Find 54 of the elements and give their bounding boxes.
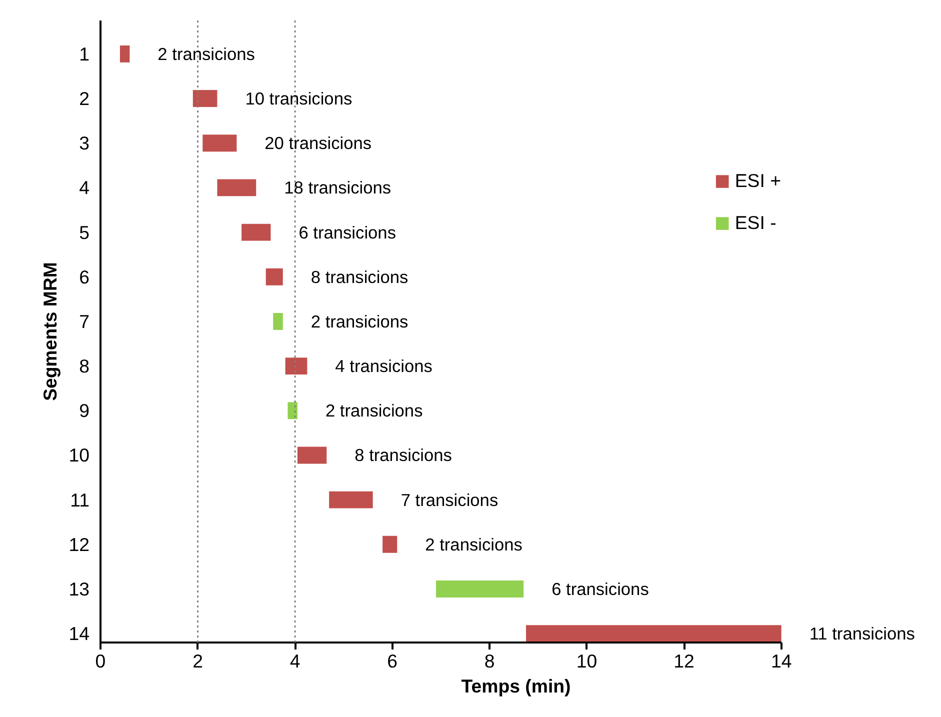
annotation: 6 transicions xyxy=(298,222,396,242)
bar xyxy=(192,90,218,107)
bar xyxy=(288,402,298,420)
annotation: 6 transicions xyxy=(552,578,650,599)
x-tick-label: 0 xyxy=(95,650,106,672)
bar xyxy=(242,224,271,241)
bar xyxy=(329,491,373,508)
annotation: 2 transicions xyxy=(425,534,523,554)
annotation: 7 transicions xyxy=(400,490,498,510)
y-tick-label: 5 xyxy=(79,222,90,243)
y-tick-label: 6 xyxy=(79,266,90,288)
annotation: 18 transicions xyxy=(284,178,392,198)
x-tick-label: 4 xyxy=(290,650,300,672)
bar xyxy=(285,358,308,375)
annotation: 4 transicions xyxy=(335,356,433,376)
annotation: 2 transicions xyxy=(310,311,408,332)
bar xyxy=(120,45,130,62)
y-tick-label: 1 xyxy=(79,43,90,64)
y-tick-label: 10 xyxy=(68,444,90,466)
annotation: 10 transicions xyxy=(245,88,352,109)
annotation: 8 transicions xyxy=(354,445,452,466)
annotation: 20 transicions xyxy=(264,133,372,154)
y-tick-label: 9 xyxy=(79,400,90,422)
annotation: 2 transicions xyxy=(325,400,424,421)
bar xyxy=(297,446,327,464)
y-axis-title: Segments MRM xyxy=(40,262,61,401)
text: 11 transicions xyxy=(809,624,916,644)
x-tick-label: 8 xyxy=(484,650,495,672)
bar xyxy=(202,134,237,152)
y-tick-label: 2 xyxy=(79,88,90,110)
bar xyxy=(217,179,256,196)
y-tick-label: 8 xyxy=(79,356,90,377)
bar xyxy=(273,312,283,330)
legend-label: ESI + xyxy=(734,170,781,192)
legend-label: ESI - xyxy=(734,212,776,234)
y-tick-label: 4 xyxy=(79,177,90,198)
x-tick-label: 14 xyxy=(770,650,792,672)
bar xyxy=(526,625,782,642)
y-tick-label: 14 xyxy=(68,623,90,644)
y-tick-label: 12 xyxy=(68,534,90,555)
x-tick-label: 6 xyxy=(387,650,398,672)
bar xyxy=(382,536,398,553)
x-tick-label: 12 xyxy=(674,650,694,672)
bar xyxy=(436,580,524,598)
y-tick-label: 11 xyxy=(70,489,90,510)
x-tick-label: 10 xyxy=(576,650,598,672)
y-tick-label: 3 xyxy=(79,132,90,154)
y-tick-label: 7 xyxy=(79,310,90,332)
bar xyxy=(266,268,283,286)
x-tick-label: 2 xyxy=(192,650,203,672)
y-tick-label: 13 xyxy=(68,578,90,600)
annotation: 2 transicions xyxy=(158,44,256,64)
annotation: 8 transicions xyxy=(310,266,408,287)
x-axis-title: Temps (min) xyxy=(461,676,571,696)
